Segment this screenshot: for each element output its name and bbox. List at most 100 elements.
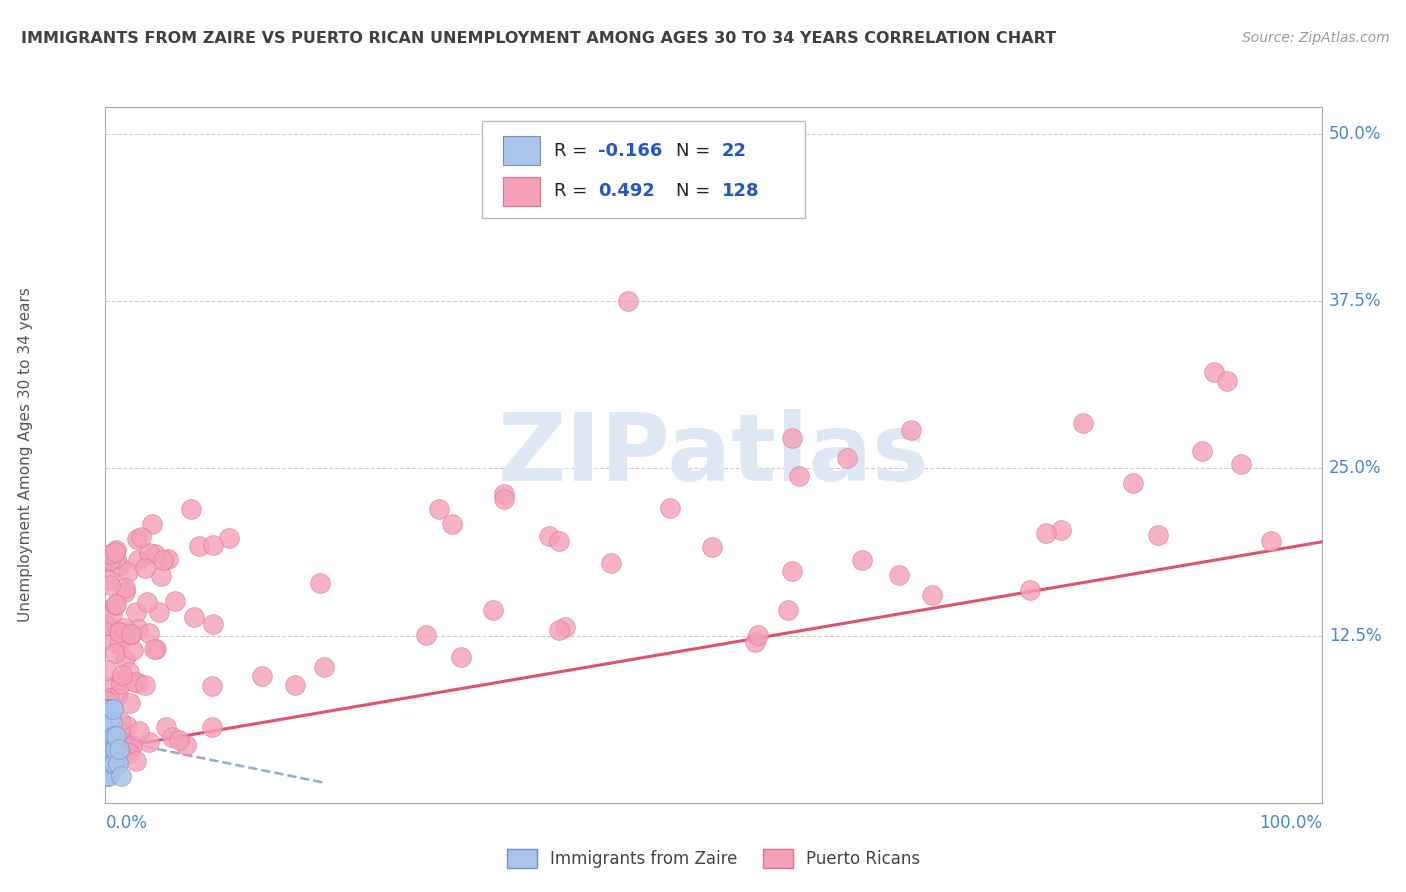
Text: 100.0%: 100.0% bbox=[1258, 814, 1322, 831]
Point bbox=[127, 676, 149, 690]
Point bbox=[105, 543, 128, 558]
Text: 37.5%: 37.5% bbox=[1329, 292, 1381, 310]
Point bbox=[117, 566, 139, 580]
Point bbox=[538, 529, 561, 543]
Point bbox=[143, 641, 166, 656]
Point bbox=[100, 756, 122, 770]
Point bbox=[117, 739, 139, 754]
FancyBboxPatch shape bbox=[482, 121, 804, 219]
Point bbox=[117, 665, 139, 680]
Point bbox=[201, 720, 224, 734]
Text: 25.0%: 25.0% bbox=[1329, 459, 1381, 477]
Point bbox=[1260, 533, 1282, 548]
Point bbox=[162, 730, 184, 744]
Point bbox=[103, 760, 125, 774]
Point bbox=[1050, 523, 1073, 537]
Point bbox=[1204, 365, 1226, 379]
Point bbox=[125, 606, 148, 620]
Point bbox=[201, 679, 224, 693]
Point bbox=[97, 574, 120, 588]
Point bbox=[1146, 527, 1168, 541]
Point bbox=[700, 540, 723, 554]
Point bbox=[152, 552, 174, 566]
Point bbox=[494, 487, 516, 501]
Point bbox=[108, 742, 131, 756]
Point bbox=[1216, 375, 1239, 389]
Text: 128: 128 bbox=[723, 182, 759, 200]
Point bbox=[174, 738, 197, 752]
Point bbox=[149, 568, 172, 582]
Point bbox=[107, 624, 129, 639]
Point bbox=[108, 637, 131, 651]
Point bbox=[104, 646, 127, 660]
Point bbox=[780, 431, 803, 445]
Point bbox=[165, 594, 187, 608]
Text: R =: R = bbox=[554, 142, 593, 160]
Point bbox=[97, 702, 120, 716]
Text: 0.0%: 0.0% bbox=[105, 814, 148, 831]
Point bbox=[138, 625, 160, 640]
Point bbox=[98, 742, 121, 756]
Point bbox=[554, 620, 576, 634]
Point bbox=[121, 738, 143, 752]
Text: 50.0%: 50.0% bbox=[1329, 125, 1381, 143]
Point bbox=[1230, 457, 1253, 471]
Point bbox=[124, 675, 146, 690]
Point bbox=[599, 556, 621, 570]
Point bbox=[169, 733, 191, 747]
Point bbox=[96, 763, 118, 777]
Point bbox=[787, 469, 810, 483]
Point bbox=[104, 544, 127, 558]
Point bbox=[548, 624, 571, 638]
Point bbox=[835, 450, 858, 465]
Point bbox=[1035, 526, 1057, 541]
Point bbox=[143, 547, 166, 561]
Point bbox=[96, 618, 118, 632]
Point bbox=[100, 553, 122, 567]
Point bbox=[778, 603, 800, 617]
Point bbox=[250, 668, 273, 682]
Point bbox=[97, 726, 120, 740]
Point bbox=[1018, 582, 1040, 597]
Point bbox=[114, 652, 136, 666]
Point bbox=[134, 561, 156, 575]
Point bbox=[145, 642, 167, 657]
Point bbox=[98, 691, 121, 706]
Point bbox=[308, 576, 330, 591]
FancyBboxPatch shape bbox=[503, 177, 540, 206]
Point bbox=[110, 714, 132, 729]
Point bbox=[114, 585, 136, 599]
Point bbox=[136, 595, 159, 609]
Point bbox=[548, 534, 571, 549]
Point bbox=[103, 729, 125, 743]
Point bbox=[96, 715, 118, 730]
Text: Source: ZipAtlas.com: Source: ZipAtlas.com bbox=[1241, 31, 1389, 45]
Point bbox=[96, 663, 118, 677]
Point bbox=[155, 720, 177, 734]
Text: N =: N = bbox=[676, 142, 716, 160]
Point bbox=[617, 294, 640, 309]
Point bbox=[134, 678, 156, 692]
Point bbox=[110, 725, 132, 739]
Point bbox=[121, 642, 143, 657]
Point bbox=[218, 531, 240, 545]
Text: N =: N = bbox=[676, 182, 716, 200]
Point bbox=[659, 501, 682, 516]
Point bbox=[120, 627, 142, 641]
Point bbox=[105, 729, 128, 743]
Point bbox=[482, 603, 505, 617]
Point bbox=[101, 702, 124, 716]
Point bbox=[127, 552, 149, 566]
Point bbox=[96, 747, 118, 762]
Point bbox=[103, 756, 125, 770]
Text: IMMIGRANTS FROM ZAIRE VS PUERTO RICAN UNEMPLOYMENT AMONG AGES 30 TO 34 YEARS COR: IMMIGRANTS FROM ZAIRE VS PUERTO RICAN UN… bbox=[21, 31, 1056, 46]
Point bbox=[103, 633, 125, 648]
Point bbox=[183, 610, 205, 624]
Point bbox=[921, 588, 943, 602]
Point bbox=[98, 769, 121, 783]
Point bbox=[1122, 475, 1144, 490]
Text: 12.5%: 12.5% bbox=[1329, 626, 1381, 645]
Point bbox=[111, 668, 134, 682]
Point bbox=[141, 517, 163, 532]
Point bbox=[125, 754, 148, 768]
